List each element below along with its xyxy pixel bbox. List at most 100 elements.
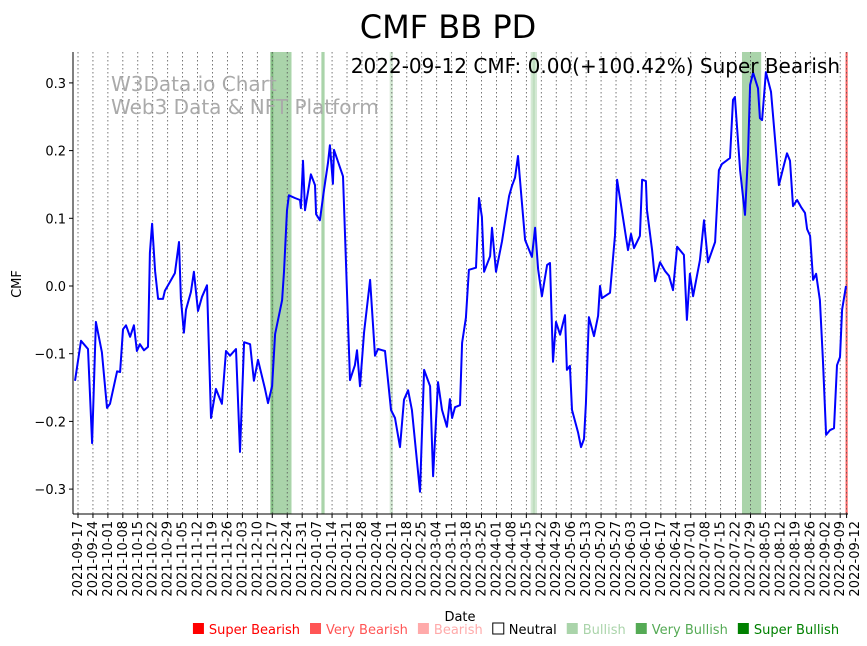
x-tick-label: 2022-04-15: [519, 521, 534, 597]
legend-item-bearish: Bearish: [417, 623, 483, 638]
legend-label: Bullish: [583, 623, 626, 638]
signal-band: [321, 52, 325, 514]
x-tick-label: 2022-02-04: [370, 521, 385, 597]
x-tick-label: 2021-11-12: [191, 521, 206, 597]
x-tick-label: 2022-03-04: [430, 521, 445, 597]
x-tick-label: 2022-03-18: [460, 521, 475, 597]
legend-item-bullish: Bullish: [566, 623, 626, 638]
signal-band: [741, 52, 762, 514]
legend-item-super-bearish: Super Bearish: [192, 623, 300, 638]
y-tick-label: −0.2: [34, 415, 66, 430]
legend-swatch: [417, 623, 429, 634]
legend-label: Very Bullish: [652, 623, 728, 638]
y-tick-label: 0.2: [45, 145, 66, 160]
x-tick-label: 2022-04-29: [549, 521, 564, 597]
y-tick-label: 0.0: [45, 280, 66, 295]
x-tick-label: 2022-04-08: [504, 521, 519, 597]
x-tick-label: 2022-06-24: [669, 521, 684, 597]
legend-label: Very Bearish: [326, 623, 408, 638]
legend-item-neutral: Neutral: [492, 622, 557, 638]
signal-band: [845, 52, 848, 514]
x-tick-label: 2022-01-07: [310, 521, 325, 597]
legend-label: Neutral: [509, 623, 557, 638]
x-tick-label: 2022-03-11: [445, 521, 460, 597]
legend-item-very-bullish: Very Bullish: [635, 623, 728, 638]
x-tick-label: 2022-08-19: [788, 521, 803, 597]
x-tick-label: 2022-07-08: [699, 521, 714, 597]
y-tick-label: 0.3: [45, 77, 66, 92]
x-tick-label: 2021-11-05: [176, 521, 191, 597]
x-tick-label: 2021-11-19: [206, 521, 221, 597]
legend-swatch: [566, 623, 578, 634]
x-tick-label: 2022-04-01: [489, 521, 504, 597]
watermark-line-1: W3Data.io Chart: [111, 72, 277, 96]
latest-value-annotation: 2022-09-12 CMF: 0.00(+100.42%) Super Bea…: [351, 54, 840, 78]
x-tick-label: 2022-08-26: [803, 521, 818, 597]
x-tick-label: 2022-07-22: [729, 521, 744, 597]
signal-band: [389, 52, 393, 514]
x-gridlines: [77, 52, 847, 514]
x-tick-label: 2022-09-12: [848, 521, 863, 597]
legend-label: Super Bearish: [209, 623, 300, 638]
x-tick-label: 2021-10-01: [101, 521, 116, 597]
signal-band: [270, 52, 292, 514]
x-tick-label: 2022-02-18: [400, 521, 415, 597]
legend-swatch: [310, 623, 322, 634]
chart-title: CMF BB PD: [360, 8, 537, 46]
legend-label: Super Bullish: [754, 623, 839, 638]
legend: Super Bearish Very Bearish Bearish Neutral B…: [192, 622, 839, 638]
watermark-line-2: Web3 Data & NFT Platform: [111, 95, 379, 119]
x-tick-label: 2022-01-14: [325, 521, 340, 597]
x-tick-label: 2022-06-03: [624, 521, 639, 597]
x-tick-label: 2021-11-26: [220, 521, 235, 597]
legend-swatch: [492, 622, 505, 635]
x-tick-label: 2022-05-06: [564, 521, 579, 597]
x-tick-label: 2021-10-15: [131, 521, 146, 597]
x-tick-label: 2022-01-28: [355, 521, 370, 597]
legend-swatch: [192, 623, 204, 634]
y-tick-label: 0.1: [45, 212, 66, 227]
x-tick-label: 2021-09-24: [86, 521, 101, 597]
x-tick-label: 2021-12-17: [265, 521, 280, 597]
signal-band: [271, 52, 274, 514]
x-tick-label: 2022-05-13: [579, 521, 594, 597]
y-tick-label: −0.1: [34, 348, 66, 363]
x-tick-label: 2022-09-02: [818, 521, 833, 597]
x-tick-label: 2021-12-10: [250, 521, 265, 597]
cmf-series-line: [74, 71, 847, 493]
y-tick-label: −0.3: [34, 483, 66, 498]
x-tick-label: 2021-10-29: [161, 521, 176, 597]
x-tick-label: 2022-07-29: [744, 521, 759, 597]
x-tick-label: 2022-05-20: [594, 521, 609, 597]
x-tick-label: 2022-03-25: [475, 521, 490, 597]
x-tick-label: 2022-02-25: [415, 521, 430, 597]
legend-swatch: [737, 623, 749, 634]
x-tick-label: 2022-04-22: [534, 521, 549, 597]
x-tick-label: 2021-12-31: [295, 521, 310, 597]
x-tick-label: 2022-07-15: [714, 521, 729, 597]
legend-item-super-bullish: Super Bullish: [737, 623, 839, 638]
y-ticks: −0.3 −0.2 −0.1 0.0 0.1 0.2 0.3: [34, 77, 73, 498]
x-tick-label: 2022-05-27: [609, 521, 624, 597]
x-tick-label: 2022-02-11: [385, 521, 400, 597]
legend-item-very-bearish: Very Bearish: [310, 623, 408, 638]
signal-band: [532, 52, 535, 514]
x-tick-label: 2022-08-12: [773, 521, 788, 597]
x-tick-label: 2021-10-22: [146, 521, 161, 597]
x-tick-label: 2022-07-01: [684, 521, 699, 597]
x-tick-label: 2021-12-03: [235, 521, 250, 597]
x-tick-label: 2022-06-17: [654, 521, 669, 597]
y-axis-label: CMF: [10, 270, 25, 298]
x-tick-label: 2021-09-17: [71, 521, 86, 597]
x-ticks: 2021-09-17 2021-09-24 2021-10-01 2021-10-08…: [71, 514, 863, 597]
signal-bands: [270, 52, 848, 514]
legend-swatch: [635, 623, 647, 634]
x-tick-label: 2022-01-21: [340, 521, 355, 597]
x-tick-label: 2022-06-10: [639, 521, 654, 597]
x-tick-label: 2021-12-24: [280, 521, 295, 597]
x-tick-label: 2022-09-09: [833, 521, 848, 597]
x-tick-label: 2021-10-08: [116, 521, 131, 597]
x-tick-label: 2022-08-05: [758, 521, 773, 597]
legend-label: Bearish: [434, 623, 483, 638]
